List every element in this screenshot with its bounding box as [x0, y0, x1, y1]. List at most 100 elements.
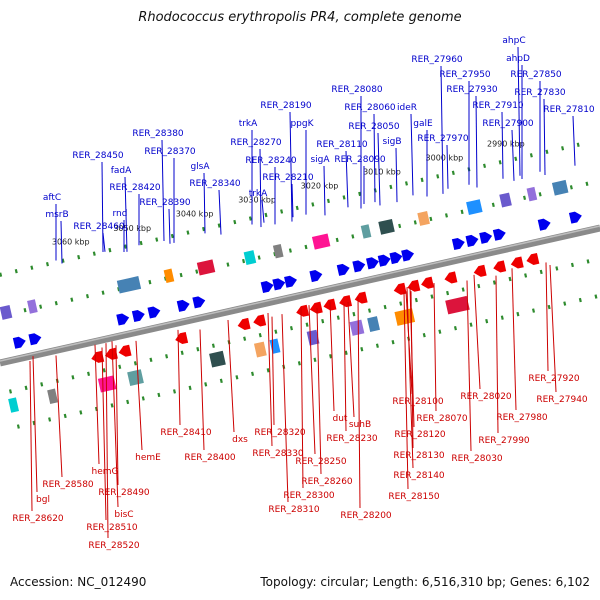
forward-gene-label: RER_28420 — [109, 183, 161, 193]
mid-upper-tick-row-mark — [288, 248, 292, 253]
inner-tick-row-mark — [110, 403, 114, 408]
outer-tick-row-mark — [77, 254, 81, 260]
reverse-gene-arrow — [296, 304, 310, 317]
forward-gene-label: RER_28090 — [334, 155, 386, 165]
mid-upper-tick-row-mark — [101, 290, 105, 295]
forward-gene-label: rnd — [113, 209, 128, 219]
forward-gene-arrow — [366, 257, 379, 270]
outer-tick-row-mark — [483, 163, 487, 169]
outer-tick-row-mark — [108, 247, 112, 253]
inner-feature-block — [209, 350, 226, 368]
inner-feature-block — [367, 316, 380, 332]
reverse-gene-arrow — [510, 256, 524, 269]
inner-tick-row-mark — [251, 371, 255, 377]
mid-lower-tick-row-mark — [180, 350, 184, 355]
outer-tick-row-mark — [545, 149, 549, 154]
mid-upper-tick-row-mark — [523, 195, 527, 201]
outer-tick-row-mark — [14, 269, 18, 274]
reverse-gene-label: bgl — [36, 495, 50, 505]
mid-lower-tick-row-mark — [102, 368, 106, 373]
mid-lower-tick-row-mark — [477, 283, 481, 289]
forward-gene-label: ahpD — [506, 54, 530, 64]
forward-leader-line — [102, 232, 106, 252]
reverse-gene-arrow — [175, 331, 189, 345]
inner-tick-row-mark — [297, 361, 301, 366]
inner-tick-row-mark — [422, 333, 426, 338]
inner-tick-row-mark — [188, 385, 192, 391]
forward-gene-arrow — [537, 218, 551, 231]
forward-gene-arrow — [272, 278, 286, 291]
forward-leader-line — [345, 150, 349, 208]
outer-tick-row-mark — [529, 153, 533, 158]
reverse-leader-line — [343, 303, 347, 432]
forward-gene-label: RER_28060 — [344, 103, 396, 113]
inner-tick-row-mark — [453, 325, 457, 331]
outer-tick-row-mark — [45, 261, 49, 267]
outer-tick-row-mark — [61, 258, 65, 263]
genome-backbone-highlight — [0, 225, 600, 362]
reverse-gene-arrow — [237, 317, 251, 330]
forward-gene-label: sigB — [382, 137, 401, 147]
scale-label: 3020 kbp — [301, 182, 339, 191]
inner-feature-block — [349, 319, 365, 336]
reverse-gene-arrow — [393, 282, 407, 295]
outer-tick-row-mark — [30, 265, 34, 270]
reverse-gene-arrow — [407, 279, 421, 292]
outer-tick-row-mark — [233, 219, 237, 225]
forward-gene-label: RER_27950 — [439, 70, 491, 80]
inner-feature-block — [269, 338, 281, 354]
mid-lower-tick-row-mark — [336, 315, 340, 320]
inner-tick-row-mark — [360, 347, 364, 352]
scale-label: 3000 kbp — [426, 154, 464, 163]
outer-feature-block — [466, 199, 483, 215]
outer-tick-row-mark — [0, 272, 3, 277]
forward-gene-arrow — [451, 237, 465, 251]
reverse-leader-line — [473, 274, 481, 390]
forward-gene-arrow — [260, 281, 274, 294]
map-title: Rhodococcus erythropolis PR4, complete g… — [138, 10, 462, 25]
reverse-gene-label: RER_28330 — [252, 449, 304, 459]
reverse-gene-label: RER_28150 — [388, 492, 440, 502]
forward-gene-label: ahpC — [502, 36, 525, 46]
inner-tick-row-mark — [235, 375, 239, 380]
outer-tick-row-mark — [436, 174, 440, 179]
reverse-leader-line — [405, 291, 413, 395]
mid-upper-tick-row-mark — [398, 223, 402, 229]
scale-label: 3030 kbp — [238, 196, 276, 205]
inner-tick-row-mark — [32, 420, 36, 426]
outer-feature-block — [551, 179, 569, 196]
forward-gene-label: aftC — [43, 193, 61, 203]
mid-lower-tick-row-mark — [133, 361, 137, 366]
mid-lower-tick-row-mark — [149, 357, 153, 362]
forward-gene-label: msrB — [45, 210, 68, 220]
reverse-gene-arrow — [493, 260, 507, 273]
reverse-gene-label: dxs — [232, 435, 248, 445]
inner-tick-row-mark — [219, 378, 223, 384]
reverse-gene-label: bisC — [114, 510, 133, 520]
forward-gene-label: RER_28390 — [139, 198, 191, 208]
outer-feature-block — [163, 268, 175, 283]
mid-lower-tick-row-mark — [461, 287, 465, 292]
reverse-gene-label: RER_28250 — [295, 457, 347, 467]
inner-tick-row-mark — [547, 304, 551, 310]
reverse-gene-arrow — [309, 301, 323, 314]
outer-tick-row-mark — [155, 237, 159, 242]
forward-leader-line — [475, 95, 478, 188]
outer-tick-row-mark — [280, 209, 284, 214]
forward-gene-arrow — [309, 270, 323, 283]
forward-gene-label: RER_28110 — [316, 140, 368, 150]
inner-tick-row-mark — [485, 318, 489, 324]
mid-lower-tick-row-mark — [399, 301, 403, 306]
forward-leader-line — [511, 129, 515, 181]
outer-feature-block — [378, 218, 395, 235]
forward-leader-line — [161, 139, 165, 242]
forward-leader-line — [440, 65, 444, 194]
forward-leader-line — [259, 148, 262, 228]
reverse-leader-line — [300, 307, 304, 489]
inner-tick-row-mark — [313, 357, 317, 362]
genome-summary: Topology: circular; Length: 6,516,310 bp… — [260, 575, 590, 589]
mid-lower-tick-row-mark — [165, 354, 169, 359]
forward-gene-label: RER_27810 — [543, 105, 595, 115]
forward-gene-arrow — [401, 249, 415, 262]
